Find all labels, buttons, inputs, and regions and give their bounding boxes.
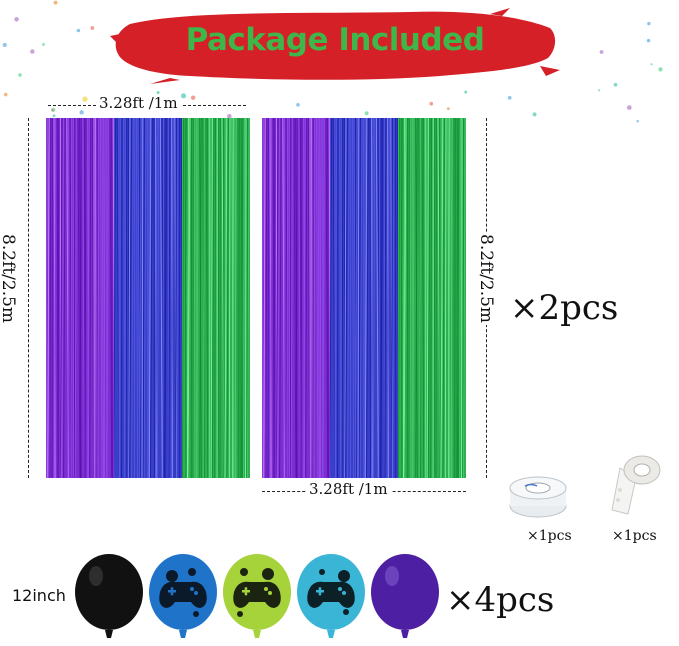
blue-gamepad-balloon (149, 554, 217, 638)
confetti-dot (636, 120, 639, 123)
confetti-dot (181, 93, 187, 99)
foil-curtain-left (46, 118, 250, 478)
confetti-dot (52, 114, 56, 118)
balloon-quantity: ×4pcs (446, 580, 555, 620)
confetti-dot (296, 102, 300, 107)
glue-dots-quantity: ×1pcs (612, 528, 657, 544)
balloon-size-label: 12inch (12, 586, 66, 605)
confetti-dot (650, 63, 653, 66)
confetti-dot (658, 67, 663, 72)
purple-fringe-strip (46, 118, 114, 478)
curtain-height-label-right: 8.2ft/2.5m (476, 232, 496, 326)
confetti-dot (82, 96, 88, 102)
green-fringe-strip (182, 118, 250, 478)
confetti-dot (599, 50, 604, 54)
confetti-dot (464, 90, 468, 94)
confetti-dot (532, 112, 537, 117)
confetti-dot (14, 17, 19, 22)
confetti-dot (51, 108, 54, 112)
lime-gamepad-balloon (223, 554, 291, 638)
banner-title: Package Included (185, 22, 485, 58)
curtain-quantity: ×2pcs (510, 288, 619, 328)
confetti-dot (18, 73, 22, 77)
purple-fringe-strip (262, 118, 330, 478)
confetti-dot (2, 42, 7, 48)
glue-dot-tape-icon (611, 455, 661, 515)
confetti-dot (156, 90, 160, 95)
confetti-dot (626, 105, 632, 110)
blue-fringe-strip (330, 118, 398, 478)
confetti-dot (227, 113, 232, 119)
cyan-gamepad-balloon (297, 554, 365, 638)
purple-balloon (371, 554, 439, 638)
confetti-dot (30, 49, 35, 54)
blue-fringe-strip (114, 118, 182, 478)
confetti-dot (79, 110, 84, 115)
confetti-dot (42, 43, 45, 46)
curtain-height-label-left: 8.2ft/2.5m (0, 232, 18, 326)
confetti-dot (364, 111, 369, 116)
confetti-dot (446, 107, 450, 111)
confetti-dot (90, 26, 95, 30)
confetti-dot (598, 89, 601, 92)
curtain-width-label-top: 3.28ft /1m (96, 94, 181, 112)
curtain-width-label-bottom: 3.28ft /1m (306, 480, 391, 498)
height-dimension-line-left (28, 118, 29, 478)
confetti-dot (429, 101, 434, 106)
banner-brush-stroke (110, 8, 560, 84)
confetti-dot (507, 95, 512, 100)
confetti-dot (646, 38, 651, 43)
confetti-dot (647, 21, 651, 26)
confetti-dot (613, 82, 618, 87)
ribbon-roll-icon (509, 476, 567, 518)
confetti-dot (76, 28, 81, 33)
ribbon-quantity: ×1pcs (527, 528, 572, 544)
confetti-dot (53, 0, 58, 5)
confetti-dot (3, 92, 8, 97)
confetti-dot (190, 95, 196, 100)
black-balloon (75, 554, 143, 638)
green-fringe-strip (398, 118, 466, 478)
foil-curtain-right (262, 118, 466, 478)
